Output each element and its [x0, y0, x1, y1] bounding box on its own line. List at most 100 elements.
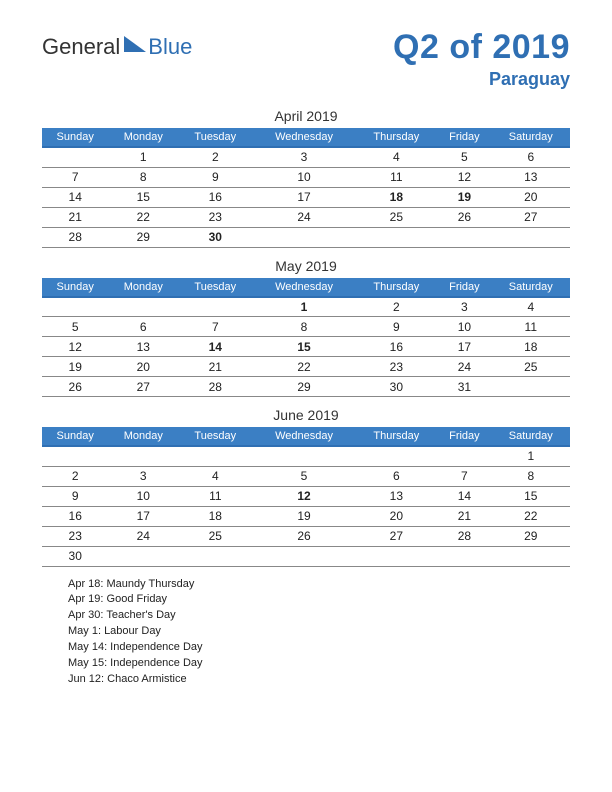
day-cell	[253, 546, 356, 566]
day-cell: 4	[356, 147, 438, 167]
day-cell: 25	[356, 207, 438, 227]
day-cell: 26	[253, 526, 356, 546]
day-cell	[356, 227, 438, 247]
holiday-list: Apr 18: Maundy ThursdayApr 19: Good Frid…	[42, 577, 570, 689]
day-cell	[437, 546, 491, 566]
day-cell: 17	[437, 337, 491, 357]
day-cell: 31	[437, 377, 491, 397]
day-cell: 15	[108, 187, 178, 207]
day-cell: 4	[492, 297, 570, 317]
holiday-entry: May 1: Labour Day	[68, 624, 570, 640]
day-cell	[42, 297, 108, 317]
day-cell: 9	[178, 167, 252, 187]
day-cell	[253, 446, 356, 466]
weekday-header: Tuesday	[178, 278, 252, 297]
day-cell: 18	[356, 187, 438, 207]
day-cell: 7	[42, 167, 108, 187]
day-cell: 11	[492, 317, 570, 337]
day-cell: 11	[178, 486, 252, 506]
weekday-header: Thursday	[356, 128, 438, 147]
weekday-header: Tuesday	[178, 427, 252, 446]
day-cell: 22	[492, 506, 570, 526]
logo-triangle-icon	[124, 36, 146, 52]
day-cell: 12	[437, 167, 491, 187]
day-cell: 7	[178, 317, 252, 337]
weekday-header: Monday	[108, 128, 178, 147]
day-cell: 21	[437, 506, 491, 526]
day-cell: 24	[437, 357, 491, 377]
day-cell: 16	[356, 337, 438, 357]
day-cell: 1	[108, 147, 178, 167]
day-cell: 2	[356, 297, 438, 317]
day-cell: 10	[108, 486, 178, 506]
day-cell: 6	[356, 466, 438, 486]
day-cell: 30	[356, 377, 438, 397]
calendar-table: SundayMondayTuesdayWednesdayThursdayFrid…	[42, 427, 570, 567]
day-cell	[356, 546, 438, 566]
header: General Blue Q2 of 2019 Paraguay	[42, 28, 570, 90]
day-cell: 14	[178, 337, 252, 357]
weekday-header: Friday	[437, 427, 491, 446]
day-cell: 26	[437, 207, 491, 227]
day-cell: 16	[42, 506, 108, 526]
day-cell: 13	[492, 167, 570, 187]
day-cell: 9	[42, 486, 108, 506]
day-cell: 5	[437, 147, 491, 167]
day-cell: 28	[178, 377, 252, 397]
day-cell	[108, 446, 178, 466]
day-cell: 21	[178, 357, 252, 377]
day-cell: 3	[108, 466, 178, 486]
page-subtitle: Paraguay	[393, 69, 570, 90]
day-cell: 25	[492, 357, 570, 377]
day-cell: 25	[178, 526, 252, 546]
day-cell	[356, 446, 438, 466]
day-cell: 20	[492, 187, 570, 207]
title-block: Q2 of 2019 Paraguay	[393, 28, 570, 90]
day-cell: 6	[108, 317, 178, 337]
day-cell: 15	[492, 486, 570, 506]
month-block: May 2019SundayMondayTuesdayWednesdayThur…	[42, 258, 570, 398]
weekday-header: Sunday	[42, 427, 108, 446]
day-cell: 13	[108, 337, 178, 357]
months-container: April 2019SundayMondayTuesdayWednesdayTh…	[42, 108, 570, 567]
day-cell: 22	[253, 357, 356, 377]
holiday-entry: May 14: Independence Day	[68, 640, 570, 656]
weekday-header: Wednesday	[253, 128, 356, 147]
weekday-header: Saturday	[492, 278, 570, 297]
weekday-header: Monday	[108, 278, 178, 297]
logo: General Blue	[42, 28, 192, 60]
day-cell: 19	[437, 187, 491, 207]
day-cell	[253, 227, 356, 247]
day-cell: 12	[253, 486, 356, 506]
day-cell: 11	[356, 167, 438, 187]
page-title: Q2 of 2019	[393, 28, 570, 67]
day-cell: 30	[42, 546, 108, 566]
day-cell: 10	[253, 167, 356, 187]
day-cell	[178, 297, 252, 317]
weekday-header: Monday	[108, 427, 178, 446]
month-block: April 2019SundayMondayTuesdayWednesdayTh…	[42, 108, 570, 248]
month-title: June 2019	[42, 407, 570, 423]
day-cell: 8	[492, 466, 570, 486]
day-cell: 1	[253, 297, 356, 317]
day-cell: 30	[178, 227, 252, 247]
day-cell: 8	[108, 167, 178, 187]
day-cell: 14	[437, 486, 491, 506]
holiday-entry: May 15: Independence Day	[68, 656, 570, 672]
calendar-table: SundayMondayTuesdayWednesdayThursdayFrid…	[42, 278, 570, 398]
day-cell: 2	[42, 466, 108, 486]
day-cell: 18	[178, 506, 252, 526]
day-cell: 23	[178, 207, 252, 227]
day-cell: 7	[437, 466, 491, 486]
day-cell	[492, 227, 570, 247]
weekday-header: Friday	[437, 278, 491, 297]
day-cell: 3	[437, 297, 491, 317]
day-cell	[492, 546, 570, 566]
day-cell: 17	[108, 506, 178, 526]
day-cell	[178, 446, 252, 466]
day-cell: 24	[253, 207, 356, 227]
day-cell: 9	[356, 317, 438, 337]
day-cell	[108, 546, 178, 566]
weekday-header: Wednesday	[253, 278, 356, 297]
day-cell: 27	[108, 377, 178, 397]
